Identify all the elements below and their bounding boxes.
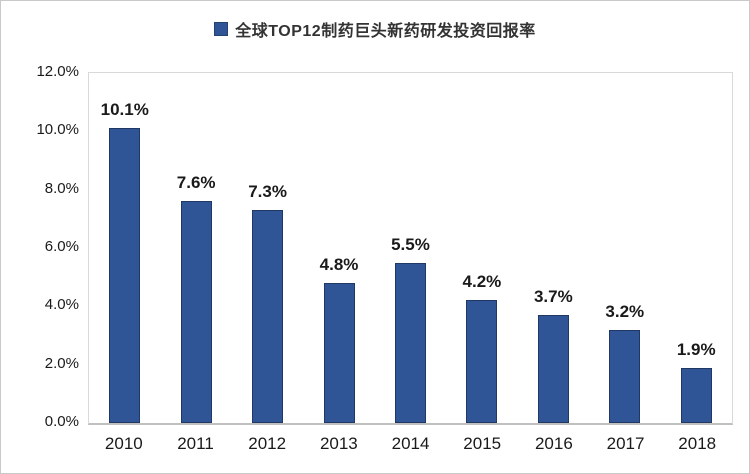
x-axis: 2010 2011 2012 2013 2014 2015 2016 2017 2018	[88, 434, 733, 454]
x-tick-label: 2014	[391, 434, 430, 453]
bar-value-label: 4.8%	[319, 255, 359, 274]
bar-value-label: 3.2%	[605, 302, 645, 321]
bar-slot: 7.3%	[232, 73, 303, 423]
bar-slot: 10.1%	[89, 73, 160, 423]
legend-label: 全球TOP12制药巨头新药研发投资回报率	[235, 23, 536, 40]
y-tick-label: 2.0%	[44, 355, 79, 372]
y-tick-label: 12.0%	[36, 63, 79, 80]
x-tick-label: 2017	[606, 434, 645, 453]
bar-value-label: 4.2%	[462, 272, 502, 291]
y-tick-label: 10.0%	[36, 121, 79, 138]
bar	[680, 368, 712, 423]
y-tick-label: 0.0%	[44, 413, 79, 430]
x-tick-label: 2011	[177, 434, 214, 453]
bar-slot: 3.7%	[518, 73, 589, 423]
bar-value-label: 10.1%	[100, 100, 149, 119]
bar-slot: 7.6%	[160, 73, 231, 423]
bar-slot: 5.5%	[375, 73, 446, 423]
legend: 全球TOP12制药巨头新药研发投资回报率	[1, 17, 749, 41]
bar	[252, 210, 284, 423]
legend-marker-icon	[214, 22, 229, 36]
x-tick-label: 2010	[104, 434, 143, 453]
bar-value-label: 5.5%	[391, 235, 430, 254]
bar-value-label: 1.9%	[676, 340, 716, 359]
bar-value-label: 7.6%	[176, 173, 216, 192]
y-axis: 0.0% 2.0% 4.0% 6.0% 8.0% 10.0% 12.0%	[1, 1, 79, 473]
bar	[394, 263, 426, 423]
bar-slot: 1.9%	[661, 73, 732, 423]
x-tick-label: 2015	[463, 434, 502, 453]
bar	[466, 300, 498, 423]
bar-slot: 4.8%	[303, 73, 374, 423]
bar-value-label: 7.3%	[248, 182, 287, 201]
y-tick-label: 6.0%	[44, 238, 79, 255]
x-tick-label: 2013	[319, 434, 358, 453]
bar	[537, 315, 569, 423]
bar	[109, 128, 141, 423]
bar-value-label: 3.7%	[533, 287, 573, 306]
y-tick-label: 8.0%	[44, 180, 79, 197]
bar	[609, 330, 641, 423]
x-tick-label: 2016	[534, 434, 573, 453]
bar	[180, 201, 212, 423]
bar-slot: 4.2%	[446, 73, 517, 423]
y-tick-label: 4.0%	[44, 296, 79, 313]
bar	[323, 283, 355, 423]
plot-area: 10.1% 7.6% 7.3% 4.8% 5.5% 4.2% 3.7% 3.2% 1.9%	[88, 72, 733, 425]
bar-slot: 3.2%	[589, 73, 660, 423]
x-tick-label: 2018	[678, 434, 717, 453]
x-tick-label: 2012	[248, 434, 287, 453]
